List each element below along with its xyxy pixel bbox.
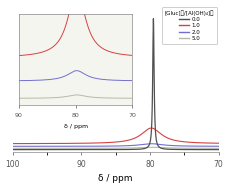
Legend: 0.0, 1.0, 2.0, 5.0: 0.0, 1.0, 2.0, 5.0 bbox=[162, 7, 217, 44]
X-axis label: δ / ppm: δ / ppm bbox=[98, 174, 133, 184]
